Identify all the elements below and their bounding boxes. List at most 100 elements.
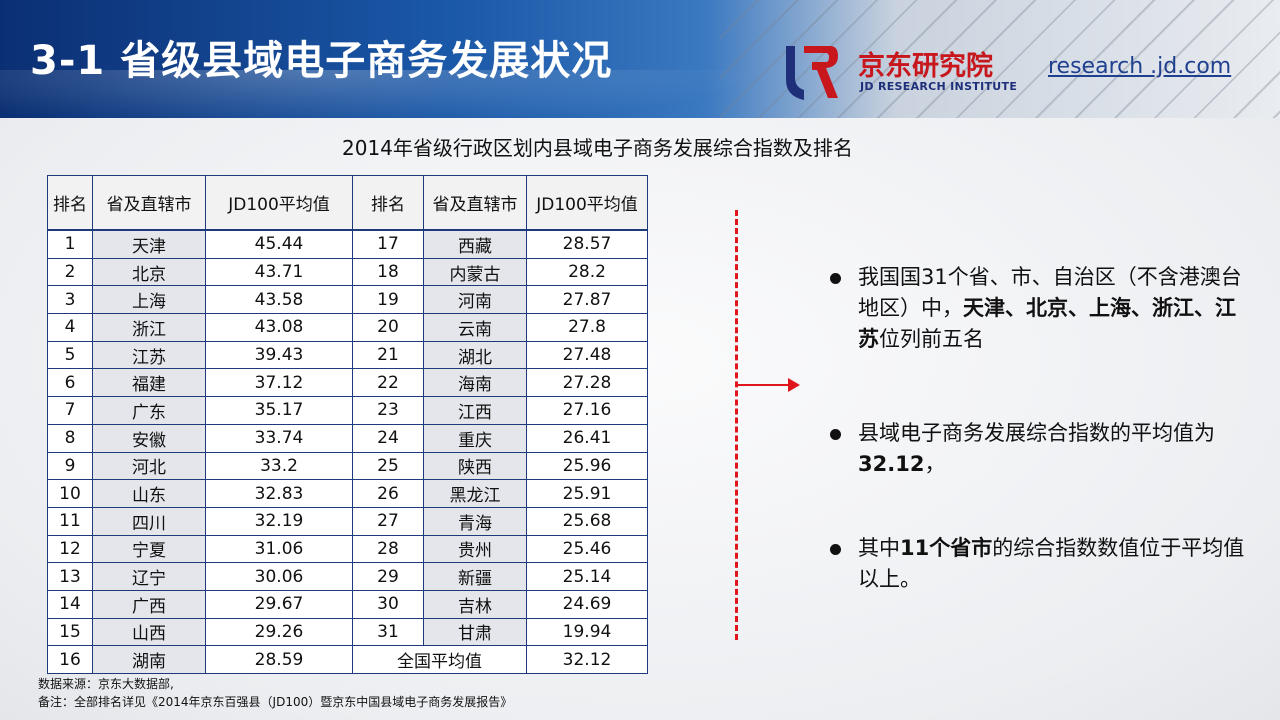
cell-province: 广西 — [92, 589, 206, 619]
header-banner — [0, 0, 1280, 118]
cell-value: 25.14 — [526, 562, 648, 591]
cell-rank: 8 — [47, 423, 93, 453]
cell-value: 33.2 — [205, 451, 353, 481]
cell-value: 27.16 — [526, 396, 648, 425]
cell-value: 25.68 — [526, 506, 648, 536]
cell-value: 29.67 — [205, 589, 353, 619]
header-rank-left: 排名 — [47, 175, 93, 231]
cell-rank: 6 — [47, 368, 93, 398]
cell-province: 云南 — [423, 313, 527, 342]
cell-value: 25.46 — [526, 534, 648, 564]
cell-value: 43.08 — [205, 313, 353, 342]
remark-note: 备注：全部排名详见《2014年京东百强县（JD100）暨京东中国县域电子商务发展… — [38, 695, 513, 709]
cell-rank: 7 — [47, 396, 93, 425]
cell-province: 河北 — [92, 451, 206, 481]
cell-rank: 24 — [352, 423, 424, 453]
cell-rank: 2 — [47, 257, 93, 287]
logo-chinese-name: 京东研究院 — [858, 51, 993, 82]
cell-province: 湖北 — [423, 340, 527, 370]
cell-province: 吉林 — [423, 589, 527, 619]
bullet-bold-text: 32.12 — [858, 452, 925, 476]
cell-rank: 15 — [47, 617, 93, 647]
banner-stripes-decoration — [720, 0, 1280, 118]
cell-rank: 29 — [352, 562, 424, 591]
cell-province: 甘肃 — [423, 617, 527, 647]
cell-province: 福建 — [92, 368, 206, 398]
cell-rank: 10 — [47, 479, 93, 508]
bullet-text: 其中 — [858, 536, 900, 560]
table-row: 7 广东 35.17 23 江西 27.16 — [47, 396, 648, 425]
page-title: 3-1 省级县域电子商务发展状况 — [30, 38, 613, 84]
cell-value: 33.74 — [205, 423, 353, 453]
header-province-right: 省及直辖市 — [423, 175, 527, 231]
cell-rank: 16 — [47, 645, 93, 674]
bullet-top-five: 我国国31个省、市、自治区（不含港澳台地区）中，天津、北京、上海、浙江、江苏位列… — [830, 262, 1250, 355]
bullet-text: ， — [924, 452, 946, 476]
cell-province: 江西 — [423, 396, 527, 425]
cell-rank: 3 — [47, 285, 93, 315]
national-average-label: 全国平均值 — [352, 645, 527, 674]
bullet-average: 县域电子商务发展综合指数的平均值为 32.12， — [830, 418, 1250, 480]
cell-province: 湖南 — [92, 645, 206, 674]
table-row: 5 江苏 39.43 21 湖北 27.48 — [47, 340, 648, 370]
cell-rank: 20 — [352, 313, 424, 342]
cell-rank: 23 — [352, 396, 424, 425]
table-row: 1 天津 45.44 17 西藏 28.57 — [47, 229, 648, 259]
cell-rank: 28 — [352, 534, 424, 564]
cell-province: 北京 — [92, 257, 206, 287]
cell-province: 贵州 — [423, 534, 527, 564]
national-average-value: 32.12 — [526, 645, 648, 674]
cell-rank: 27 — [352, 506, 424, 536]
cell-province: 安徽 — [92, 423, 206, 453]
table-row-last: 16 湖南 28.59 全国平均值 32.12 — [47, 645, 648, 674]
research-url-link[interactable]: research .jd.com — [1048, 54, 1232, 79]
cell-province: 四川 — [92, 506, 206, 536]
bullet-dot-icon — [830, 429, 841, 440]
table-row: 2 北京 43.71 18 内蒙古 28.2 — [47, 257, 648, 287]
cell-province: 广东 — [92, 396, 206, 425]
cell-rank: 12 — [47, 534, 93, 564]
header-rank-right: 排名 — [352, 175, 424, 231]
cell-rank: 14 — [47, 589, 93, 619]
bullet-text: 位列前五名 — [879, 327, 984, 351]
table-row: 10 山东 32.83 26 黑龙江 25.91 — [47, 479, 648, 508]
bullet-above-average: 其中11个省市的综合指数数值位于平均值以上。 — [830, 533, 1250, 595]
cell-value: 24.69 — [526, 589, 648, 619]
bullet-text: 县域电子商务发展综合指数的平均值为 — [858, 421, 1215, 445]
table-row: 4 浙江 43.08 20 云南 27.8 — [47, 313, 648, 342]
cell-province: 海南 — [423, 368, 527, 398]
table-row: 11 四川 32.19 27 青海 25.68 — [47, 506, 648, 536]
arrow-right-icon — [736, 384, 792, 386]
cell-province: 天津 — [92, 229, 206, 259]
table-row: 3 上海 43.58 19 河南 27.87 — [47, 285, 648, 315]
cell-province: 河南 — [423, 285, 527, 315]
table-row: 14 广西 29.67 30 吉林 24.69 — [47, 589, 648, 619]
table-row: 8 安徽 33.74 24 重庆 26.41 — [47, 423, 648, 453]
dashed-divider — [735, 210, 738, 640]
bullet-text: 我国国31个省、市、自治区（不含港澳台地区）中， — [858, 265, 1242, 320]
cell-rank: 31 — [352, 617, 424, 647]
cell-rank: 9 — [47, 451, 93, 481]
cell-rank: 13 — [47, 562, 93, 591]
table-row: 13 辽宁 30.06 29 新疆 25.14 — [47, 562, 648, 591]
cell-rank: 4 — [47, 313, 93, 342]
cell-province: 山东 — [92, 479, 206, 508]
cell-province: 山西 — [92, 617, 206, 647]
cell-rank: 19 — [352, 285, 424, 315]
cell-value: 32.83 — [205, 479, 353, 508]
table-row: 9 河北 33.2 25 陕西 25.96 — [47, 451, 648, 481]
cell-value: 29.26 — [205, 617, 353, 647]
table-row: 12 宁夏 31.06 28 贵州 25.46 — [47, 534, 648, 564]
cell-rank: 11 — [47, 506, 93, 536]
cell-value: 27.87 — [526, 285, 648, 315]
cell-rank: 17 — [352, 229, 424, 259]
header-value-right: JD100平均值 — [526, 175, 648, 231]
cell-value: 35.17 — [205, 396, 353, 425]
cell-province: 青海 — [423, 506, 527, 536]
cell-value: 25.96 — [526, 451, 648, 481]
bullet-text: 的综合指数数值位于平均值以上。 — [858, 536, 1245, 591]
cell-value: 39.43 — [205, 340, 353, 370]
summary-bullets: 我国国31个省、市、自治区（不含港澳台地区）中，天津、北京、上海、浙江、江苏位列… — [830, 262, 1250, 595]
bullet-bold-text: 天津、北京、上海、浙江、江苏 — [858, 296, 1236, 351]
bullet-dot-icon — [830, 273, 841, 284]
